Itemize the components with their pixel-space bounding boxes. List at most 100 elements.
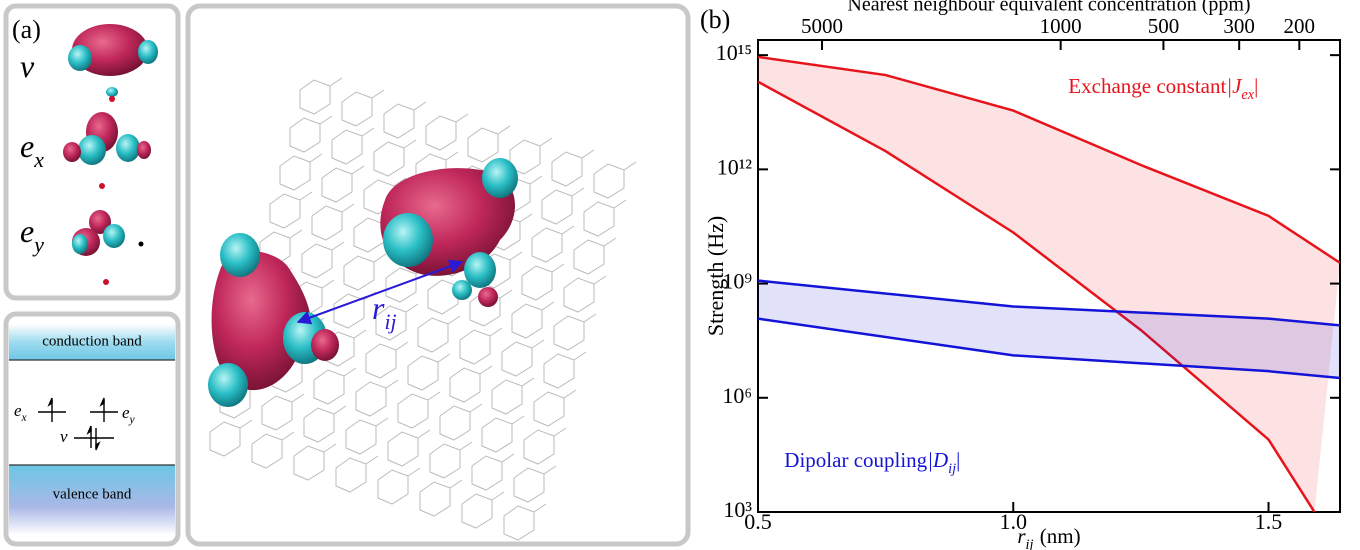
level-label: v <box>60 427 68 446</box>
orbital-label-part: x <box>33 148 44 172</box>
lattice-bond <box>313 367 357 405</box>
x-axis-label-part: (nm) <box>1040 524 1081 548</box>
lattice-bond <box>289 115 333 153</box>
annotation-part: |J <box>1226 74 1243 98</box>
lattice-bond <box>503 503 547 541</box>
band-upper-line <box>758 55 1340 264</box>
lattice-bond <box>397 391 441 429</box>
lattice-bond <box>293 443 337 481</box>
level-label-part: x <box>21 411 28 424</box>
lattice-bond <box>471 453 515 491</box>
x2-tick-label: 500 <box>1148 14 1180 38</box>
x-tick-label: 0.5 <box>744 509 772 534</box>
orbital-label: ey <box>20 213 44 257</box>
lattice-bond <box>467 125 511 163</box>
band-lower-line <box>758 317 1340 380</box>
orbital-label-part: y <box>32 233 44 257</box>
lattice-bond <box>279 153 323 191</box>
lattice-bond <box>583 199 627 237</box>
annotation-part: Dipolar coupling <box>784 448 927 472</box>
lattice-bond <box>251 431 295 469</box>
orbital-ex <box>63 112 151 189</box>
y-axis-label: Strength (Hz) <box>703 216 728 336</box>
lattice-bond <box>523 427 567 465</box>
lattice-bond <box>543 351 587 389</box>
lattice-bond <box>425 113 469 151</box>
lattice-bond <box>501 339 545 377</box>
annotation: Dipolar coupling|Dij| <box>784 448 960 477</box>
orbital-ey <box>72 210 144 285</box>
panel-label: (a) <box>12 15 41 44</box>
annotation-part: | <box>956 448 960 472</box>
lattice-bond <box>439 403 483 441</box>
lattice-bond <box>299 77 343 115</box>
lattice-bond <box>335 455 379 493</box>
lattice-bond <box>373 139 417 177</box>
lattice-bond <box>341 89 385 127</box>
lattice-bond <box>303 405 347 443</box>
y-tick-label: 10¹⁵ <box>716 40 752 65</box>
x-axis-label-part: ij <box>1026 537 1034 550</box>
band-label: conduction band <box>42 333 142 349</box>
lattice-bond <box>407 353 451 391</box>
x-axis-label: rij (nm) <box>1017 524 1080 550</box>
lattice-bond <box>355 379 399 417</box>
annotation-part: Exchange constant <box>1068 74 1226 98</box>
lattice-bond <box>377 467 421 505</box>
x-tick-label: 1.5 <box>1255 509 1283 534</box>
x2-tick-label: 200 <box>1284 14 1316 38</box>
annotation-part: |D <box>927 448 948 472</box>
lattice-bond <box>429 441 473 479</box>
annotation: Exchange constant|Jex| <box>1068 74 1258 103</box>
lattice-bond <box>419 479 463 517</box>
band-upper-line <box>758 279 1340 327</box>
panel-label: (b) <box>700 5 730 34</box>
lattice-bond <box>533 389 577 427</box>
level-label: ex <box>14 401 28 424</box>
distance-label: rij <box>372 290 397 334</box>
levels <box>38 397 118 451</box>
x2-tick-label: 5000 <box>801 14 843 38</box>
orbital-label-part: e <box>20 128 34 164</box>
orbital-label-part: e <box>20 213 34 249</box>
x-axis-label-part: r <box>1017 524 1026 548</box>
level-label-part: e <box>14 401 22 420</box>
x-tick-label: 1.0 <box>1000 509 1028 534</box>
x2-axis-label: Nearest neighbour equivalent concentrati… <box>847 0 1250 16</box>
level-label-part: e <box>122 403 130 422</box>
level-label-part: v <box>60 427 68 446</box>
lattice-bond <box>511 301 555 339</box>
level-label-part: y <box>129 413 136 426</box>
lattice-bond <box>449 365 493 403</box>
lattice-bond <box>209 419 253 457</box>
lattice-bond <box>573 237 617 275</box>
distance-label-part: ij <box>384 310 396 334</box>
lattice-bond <box>331 127 375 165</box>
lattice-bond <box>541 187 585 225</box>
annotation-part: | <box>1254 74 1258 98</box>
orbital-label: v <box>20 48 35 84</box>
lattice-bond <box>593 161 637 199</box>
y-tick-label: 10⁶ <box>722 383 752 408</box>
x2-tick-label: 1000 <box>1040 14 1082 38</box>
lattice-bond <box>491 377 535 415</box>
level-label: ey <box>122 403 136 426</box>
lattice-bond <box>531 225 575 263</box>
annotation-part: ex <box>1241 87 1254 103</box>
lattice-bond <box>461 491 505 529</box>
lattice-bond <box>269 191 313 229</box>
lattice-bond <box>553 313 597 351</box>
y-tick-label: 10⁹ <box>722 269 752 294</box>
distance-arrow <box>296 259 464 325</box>
lattice-bond <box>261 393 305 431</box>
orbital-v <box>68 24 158 102</box>
distance-label-part: r <box>372 290 385 326</box>
lattice-bond <box>513 465 557 503</box>
orbital-pair <box>208 158 518 407</box>
lattice-bond <box>345 417 389 455</box>
orbital-label: ex <box>20 128 44 172</box>
lattice-bond <box>311 203 355 241</box>
plot-frame <box>757 39 1341 513</box>
